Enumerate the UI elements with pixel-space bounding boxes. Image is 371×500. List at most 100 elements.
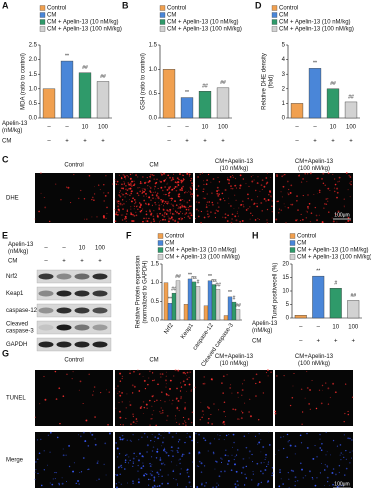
cell-signal — [107, 423, 109, 426]
cell-signal — [199, 173, 201, 175]
cell-signal — [195, 432, 197, 435]
cell-signal — [156, 448, 159, 450]
cell-signal — [58, 387, 61, 390]
cell-signal — [41, 484, 43, 487]
cell-signal — [106, 212, 108, 214]
column-title: CM+Apelin-13 — [295, 159, 334, 165]
cell-signal — [163, 464, 166, 466]
cell-signal — [166, 188, 169, 191]
cell-signal — [121, 193, 123, 195]
cell-signal — [132, 457, 135, 460]
cell-signal — [37, 458, 39, 460]
cell-signal — [161, 173, 163, 176]
cell-signal — [125, 201, 127, 203]
cell-signal — [307, 194, 309, 196]
y-tick-label: 2.5 — [29, 43, 38, 49]
cell-signal — [304, 474, 307, 477]
cell-signal — [198, 451, 201, 454]
cell-signal — [125, 217, 127, 220]
cell-signal — [291, 396, 294, 399]
y-axis-label: Relative Protein expression — [136, 255, 142, 328]
cell-signal — [135, 211, 137, 213]
cell-signal — [159, 219, 161, 222]
cell-signal — [207, 421, 210, 424]
cell-signal — [253, 179, 255, 181]
cell-signal — [122, 214, 124, 216]
legend-label: CM + Apelin-13 (10 nM/kg) — [279, 20, 351, 26]
cell-signal — [172, 205, 175, 208]
cell-signal — [191, 439, 194, 442]
cell-signal — [129, 459, 131, 461]
cell-signal — [226, 178, 229, 181]
cell-signal — [206, 179, 208, 181]
cell-signal — [215, 486, 218, 488]
cell-signal — [115, 200, 117, 202]
column-title: CM — [149, 358, 158, 364]
cell-signal — [164, 218, 166, 221]
cell-signal — [147, 184, 149, 187]
cell-signal — [191, 196, 193, 198]
cell-signal — [307, 173, 309, 175]
legend-label: CM + Apelin-13 (100 nM/kg) — [165, 255, 240, 261]
blot-band — [92, 290, 108, 297]
cell-signal — [296, 219, 299, 221]
cell-signal — [306, 387, 309, 389]
cell-signal — [245, 465, 248, 468]
cell-signal — [159, 459, 162, 461]
cell-signal — [134, 201, 137, 203]
cell-signal — [80, 189, 82, 192]
cell-signal — [172, 399, 174, 402]
cell-signal — [188, 213, 190, 215]
cell-signal — [204, 197, 206, 200]
cell-signal — [181, 455, 183, 457]
cell-signal — [300, 462, 302, 465]
cell-signal — [332, 483, 334, 486]
cell-signal — [348, 174, 351, 177]
cell-signal — [177, 400, 180, 402]
cell-signal — [318, 389, 321, 391]
cell-signal — [296, 195, 298, 197]
cell-signal — [265, 371, 268, 374]
cell-signal — [127, 176, 129, 178]
cell-signal — [164, 450, 166, 453]
legend-swatch — [159, 26, 166, 32]
cell-signal — [152, 446, 155, 448]
cell-signal — [119, 204, 121, 206]
cell-signal — [316, 477, 318, 479]
cell-signal — [130, 208, 132, 210]
cell-signal — [232, 446, 233, 448]
cell-signal — [126, 453, 128, 456]
legend-label: CM — [297, 241, 306, 247]
cell-signal — [194, 386, 196, 389]
cell-signal — [207, 215, 210, 218]
cell-signal — [288, 188, 290, 191]
cell-signal — [93, 199, 95, 201]
cell-signal — [256, 462, 259, 465]
cell-signal — [165, 383, 167, 385]
cell-signal — [94, 443, 97, 446]
significance: ** — [228, 290, 232, 296]
cell-signal — [117, 184, 119, 186]
cell-signal — [156, 195, 158, 197]
cell-signal — [336, 445, 339, 447]
cell-signal — [216, 192, 219, 195]
column-title: (10 nM/kg) — [220, 361, 249, 367]
legend-label: CM — [279, 13, 288, 19]
cell-signal — [205, 482, 207, 484]
cell-signal — [142, 462, 144, 464]
cell-signal — [135, 214, 138, 217]
legend-label: CM — [47, 13, 56, 19]
legend-swatch — [289, 240, 296, 246]
cell-signal — [325, 198, 328, 200]
legend-swatch — [39, 19, 46, 25]
cell-signal — [244, 473, 246, 475]
cell-signal — [116, 180, 119, 183]
legend-label: Control — [167, 6, 186, 12]
cell-signal — [170, 180, 172, 182]
cell-signal — [166, 202, 168, 205]
cell-signal — [299, 434, 302, 437]
cell-signal — [157, 197, 160, 200]
cell-signal — [186, 173, 189, 175]
cell-signal — [125, 188, 126, 190]
bar — [187, 278, 193, 321]
